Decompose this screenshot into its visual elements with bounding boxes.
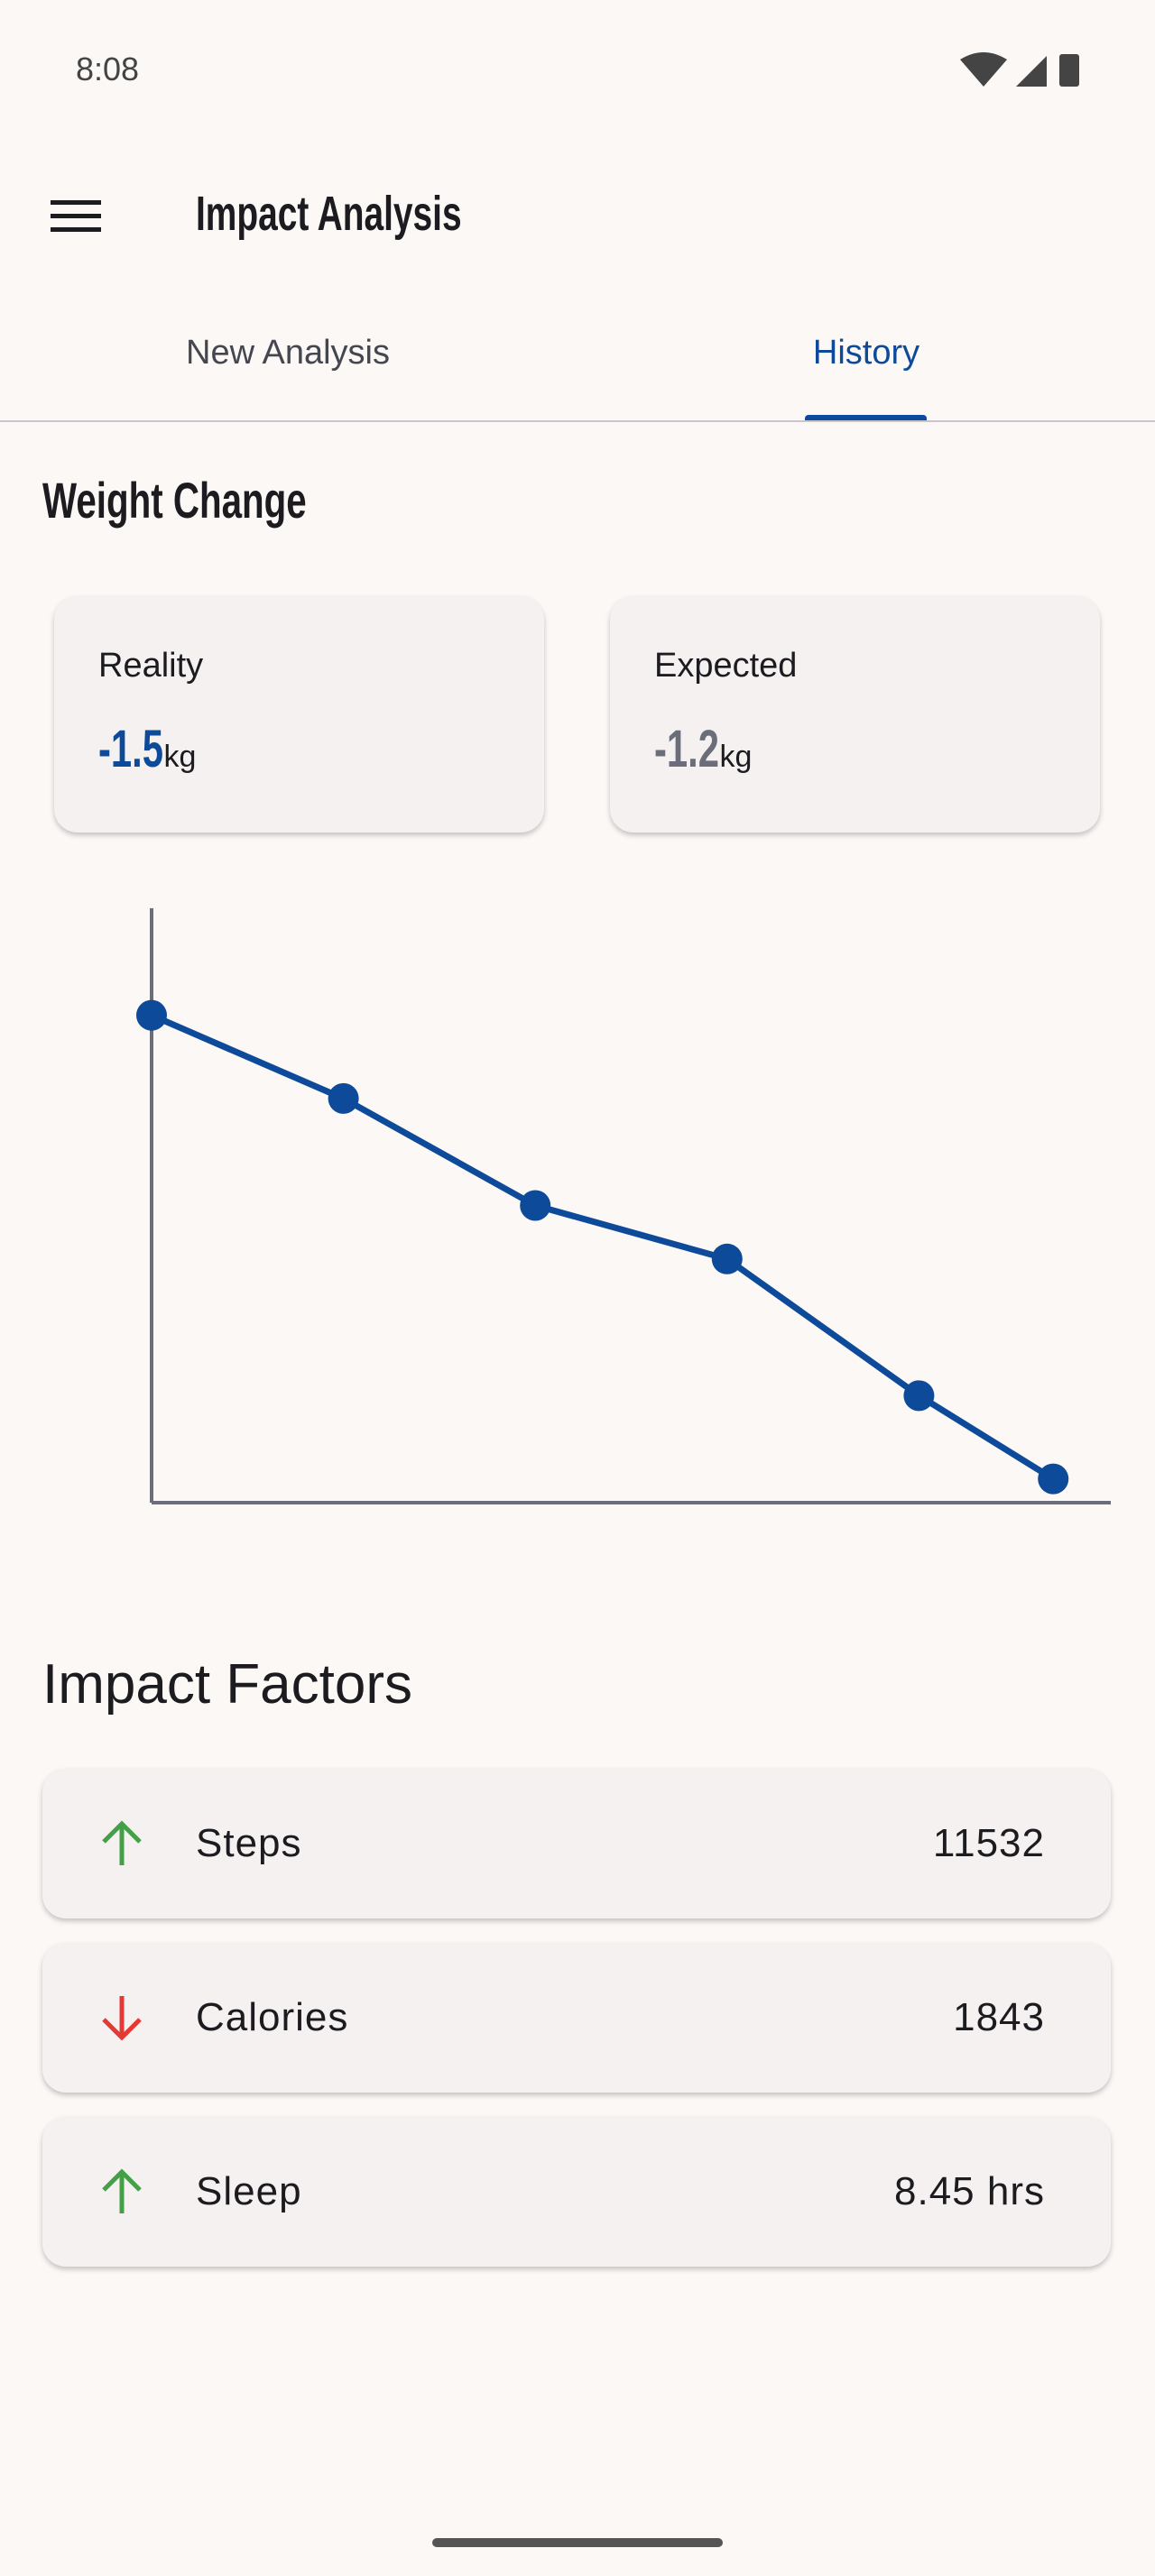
home-indicator — [432, 2538, 723, 2547]
factor-row: Sleep 8.45 hrs — [42, 2117, 1111, 2267]
stat-unit: kg — [719, 740, 753, 774]
data-point — [328, 1082, 359, 1114]
factor-row: Steps 11532 — [42, 1769, 1111, 1918]
tab-indicator — [805, 415, 927, 422]
data-point — [711, 1243, 743, 1274]
status-icons — [960, 52, 1079, 87]
stat-card: Expected -1.2 kg — [610, 596, 1100, 833]
factor-value: 11532 — [932, 1821, 1045, 1865]
stat-unit: kg — [163, 740, 197, 774]
stat-value: -1.2 — [654, 720, 719, 778]
tab-selected[interactable]: History — [812, 334, 920, 372]
app-title: Impact Analysis — [196, 187, 462, 241]
factor-label: Steps — [196, 1821, 302, 1865]
section-title: Weight Change — [42, 472, 307, 529]
factor-value: 1843 — [953, 1995, 1045, 2039]
stat-label: Reality — [98, 647, 204, 685]
data-point — [903, 1380, 935, 1412]
section-title: Impact Factors — [42, 1653, 412, 1716]
weight-chart — [136, 908, 1111, 1504]
tab[interactable]: New Analysis — [186, 334, 390, 372]
factor-label: Calories — [196, 1995, 349, 2039]
factor-row: Calories 1843 — [42, 1943, 1111, 2093]
data-line — [150, 1012, 1056, 1482]
data-point — [136, 999, 167, 1031]
data-point — [1038, 1463, 1069, 1495]
trend-up-icon — [102, 1820, 142, 1865]
factor-value: 8.45 hrs — [894, 2169, 1045, 2213]
trend-up-icon — [102, 2168, 142, 2213]
trend-down-icon — [102, 1996, 142, 2041]
stat-card: Reality -1.5 kg — [54, 596, 544, 833]
status-time: 8:08 — [76, 51, 140, 87]
divider — [0, 420, 1155, 422]
factor-label: Sleep — [196, 2169, 302, 2213]
menu-button[interactable] — [51, 197, 101, 236]
stat-value: -1.5 — [98, 720, 163, 778]
data-point — [520, 1190, 551, 1221]
stat-label: Expected — [654, 647, 798, 685]
